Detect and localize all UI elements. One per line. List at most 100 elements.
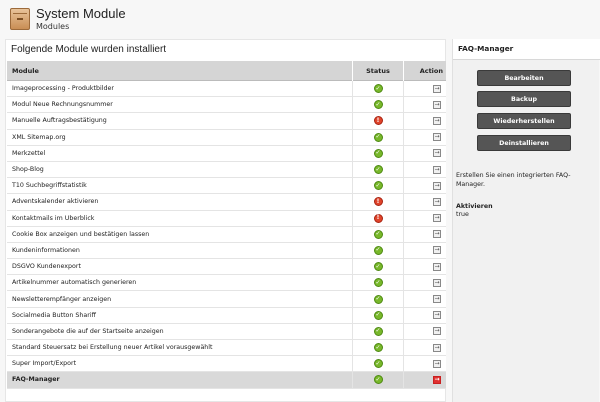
check-status-icon: ✓ bbox=[373, 165, 383, 175]
table-row[interactable]: Imageprocessing - Produktbilder ✓ → bbox=[7, 80, 446, 98]
action-cell: → bbox=[403, 96, 446, 113]
check-status-icon: ✓ bbox=[373, 294, 383, 304]
arrow-right-icon[interactable]: → bbox=[433, 197, 441, 206]
page-subtitle: Modules bbox=[36, 22, 70, 31]
action-cell: → bbox=[403, 112, 446, 129]
action-cell: → bbox=[403, 307, 446, 324]
check-status-icon: ✓ bbox=[373, 278, 383, 288]
status-cell: ✓ bbox=[352, 274, 403, 291]
backup-button[interactable]: Backup bbox=[477, 91, 571, 107]
arrow-right-icon[interactable]: → bbox=[433, 246, 441, 255]
module-name: Adventskalender aktivieren bbox=[12, 198, 99, 206]
check-status-icon: ✓ bbox=[373, 148, 383, 158]
action-cell: → bbox=[403, 226, 446, 243]
check-status-icon: ✓ bbox=[373, 181, 383, 191]
module-name: FAQ-Manager bbox=[12, 376, 60, 384]
arrow-right-icon[interactable]: → bbox=[433, 116, 441, 125]
action-cell: → bbox=[403, 355, 446, 372]
status-cell: ✓ bbox=[352, 161, 403, 178]
table-row[interactable]: Socialmedia Button Shariff ✓ → bbox=[7, 307, 446, 324]
table-row[interactable]: Merkzettel ✓ → bbox=[7, 145, 446, 162]
table-row[interactable]: Artikelnummer automatisch generieren ✓ → bbox=[7, 274, 446, 292]
check-status-icon: ✓ bbox=[373, 310, 383, 320]
module-detail-panel: FAQ-Manager Bearbeiten Backup Wiederhers… bbox=[452, 39, 600, 402]
status-cell: ✓ bbox=[352, 96, 403, 113]
table-row[interactable]: Standard Steuersatz bei Erstellung neuer… bbox=[7, 339, 446, 357]
table-row[interactable]: Sonderangebote die auf der Startseite an… bbox=[7, 323, 446, 340]
status-cell: ✓ bbox=[352, 291, 403, 308]
status-cell: ✓ bbox=[352, 145, 403, 162]
arrow-right-icon[interactable]: → bbox=[433, 278, 441, 287]
status-cell: ✓ bbox=[352, 339, 403, 356]
check-status-icon: ✓ bbox=[373, 100, 383, 110]
action-cell: → bbox=[403, 80, 446, 97]
column-header-action[interactable]: Action bbox=[403, 60, 446, 81]
module-list-panel: Folgende Module wurden installiert Modul… bbox=[5, 39, 446, 402]
module-name: Cookie Box anzeigen und bestätigen lasse… bbox=[12, 230, 150, 238]
status-cell: ✓ bbox=[352, 258, 403, 275]
uninstall-button[interactable]: Deinstallieren bbox=[477, 135, 571, 151]
action-cell: → bbox=[403, 371, 446, 388]
module-box-icon bbox=[10, 8, 30, 30]
check-status-icon: ✓ bbox=[373, 262, 383, 272]
arrow-right-icon[interactable]: → bbox=[433, 343, 441, 352]
table-row[interactable]: XML Sitemap.org ✓ → bbox=[7, 129, 446, 146]
module-name: Newsletterempfänger anzeigen bbox=[12, 295, 112, 303]
table-row[interactable]: T10 Suchbegriffstatistik ✓ → bbox=[7, 177, 446, 195]
page-title: System Module bbox=[36, 6, 126, 21]
arrow-right-icon[interactable]: → bbox=[433, 311, 441, 320]
action-cell: → bbox=[403, 210, 446, 227]
module-name: Imageprocessing - Produktbilder bbox=[12, 85, 114, 93]
module-name: T10 Suchbegriffstatistik bbox=[12, 182, 87, 190]
warning-status-icon: ! bbox=[373, 197, 383, 207]
arrow-right-icon[interactable]: → bbox=[433, 100, 441, 109]
check-status-icon: ✓ bbox=[373, 84, 383, 94]
module-name: Merkzettel bbox=[12, 149, 46, 157]
table-row[interactable]: FAQ-Manager ✓ → bbox=[7, 371, 446, 389]
module-name: Manuelle Auftragsbestätigung bbox=[12, 117, 107, 125]
edit-button[interactable]: Bearbeiten bbox=[477, 70, 571, 86]
check-status-icon: ✓ bbox=[373, 359, 383, 369]
action-cell: → bbox=[403, 339, 446, 356]
arrow-right-icon[interactable]: → bbox=[433, 133, 441, 142]
table-row[interactable]: Kundeninformationen ✓ → bbox=[7, 242, 446, 260]
action-cell: → bbox=[403, 161, 446, 178]
warning-status-icon: ! bbox=[373, 213, 383, 223]
arrow-right-icon[interactable]: → bbox=[433, 181, 441, 190]
arrow-right-icon[interactable]: → bbox=[433, 327, 441, 336]
module-name: Standard Steuersatz bei Erstellung neuer… bbox=[12, 344, 213, 352]
table-row[interactable]: Manuelle Auftragsbestätigung! → bbox=[7, 112, 446, 130]
status-cell: ✓ bbox=[352, 371, 403, 388]
arrow-right-icon[interactable]: → bbox=[433, 84, 441, 93]
action-cell: → bbox=[403, 129, 446, 146]
table-row[interactable]: Super Import/Export ✓ → bbox=[7, 355, 446, 373]
arrow-right-icon[interactable]: → bbox=[433, 262, 441, 271]
check-status-icon: ✓ bbox=[373, 375, 383, 385]
action-cell: → bbox=[403, 242, 446, 259]
table-row[interactable]: Shop-Blog ✓ → bbox=[7, 161, 446, 179]
status-cell: ✓ bbox=[352, 80, 403, 97]
module-name: Socialmedia Button Shariff bbox=[12, 311, 96, 319]
arrow-right-icon[interactable]: → bbox=[433, 165, 441, 174]
column-header-status[interactable]: Status bbox=[352, 60, 403, 81]
module-name: Shop-Blog bbox=[12, 166, 44, 174]
table-body: Imageprocessing - Produktbilder ✓ → Modul N… bbox=[7, 80, 446, 389]
action-cell: → bbox=[403, 177, 446, 194]
arrow-right-icon[interactable]: → bbox=[433, 295, 441, 304]
action-cell: → bbox=[403, 145, 446, 162]
table-row[interactable]: Adventskalender aktivieren! → bbox=[7, 193, 446, 211]
arrow-right-icon[interactable]: → bbox=[433, 375, 441, 384]
table-header: Module Status Action bbox=[7, 60, 446, 81]
arrow-right-icon[interactable]: → bbox=[433, 149, 441, 158]
column-header-module[interactable]: Module bbox=[12, 66, 39, 75]
table-row[interactable]: Modul Neue Rechnungsnummer ✓ → bbox=[7, 96, 446, 114]
arrow-right-icon[interactable]: → bbox=[433, 230, 441, 239]
table-row[interactable]: Newsletterempfänger anzeigen ✓ → bbox=[7, 291, 446, 308]
arrow-right-icon[interactable]: → bbox=[433, 359, 441, 368]
table-row[interactable]: DSGVO Kundenexport ✓ → bbox=[7, 258, 446, 276]
table-row[interactable]: Kontaktmails im Überblick! → bbox=[7, 210, 446, 227]
action-cell: → bbox=[403, 274, 446, 291]
restore-button[interactable]: Wiederherstellen bbox=[477, 113, 571, 129]
table-row[interactable]: Cookie Box anzeigen und bestätigen lasse… bbox=[7, 226, 446, 243]
arrow-right-icon[interactable]: → bbox=[433, 214, 441, 223]
